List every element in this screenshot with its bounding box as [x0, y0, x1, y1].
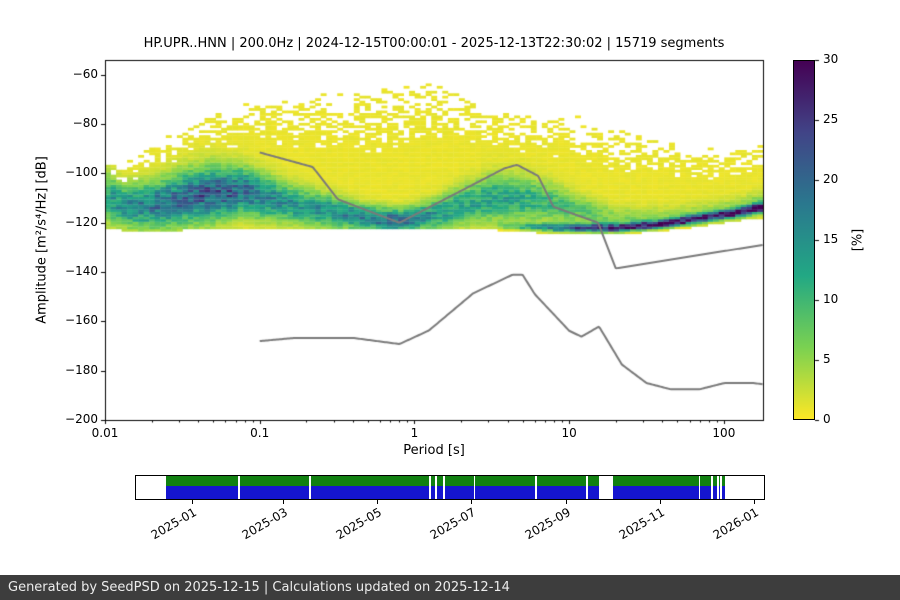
timeline-segment-blue — [718, 486, 721, 499]
timeline-segment-green — [587, 476, 599, 486]
timeline-segment-green — [612, 476, 699, 486]
timeline-tick-mark — [566, 500, 568, 504]
colorbar-label: [%] — [850, 228, 866, 252]
y-tick-label: −80 — [72, 116, 98, 131]
y-tick-label: −120 — [65, 214, 98, 229]
timeline-segment-blue — [712, 486, 718, 499]
timeline-segment-green — [310, 476, 430, 486]
colorbar-tick-label: 15 — [823, 232, 839, 246]
x-tick-label: 0.01 — [91, 426, 119, 440]
timeline-segment-green — [430, 476, 436, 486]
footer-text: Generated by SeedPSD on 2025-12-15 | Cal… — [8, 580, 510, 595]
colorbar-tick-label: 10 — [823, 292, 839, 306]
timeline-segment-green — [718, 476, 721, 486]
timeline-tick-mark — [754, 500, 756, 504]
timeline-segment-blue — [587, 486, 599, 499]
timeline-segment-blue — [310, 486, 430, 499]
timeline-tick-mark — [376, 500, 378, 504]
colorbar-tick-label: 20 — [823, 172, 839, 186]
timeline-segment-blue — [537, 486, 587, 499]
y-axis-label: Amplitude [m²/s⁴/Hz] [dB] — [34, 156, 50, 324]
timeline-tick-mark — [660, 500, 662, 504]
timeline-segment-green — [537, 476, 587, 486]
timeline-segment-green — [239, 476, 310, 486]
timeline-segment-green — [436, 476, 444, 486]
timeline-tick-mark — [470, 500, 472, 504]
x-tick-label: 0.1 — [250, 426, 270, 440]
y-tick-label: −100 — [65, 165, 98, 180]
timeline-segment-green — [444, 476, 474, 486]
colorbar — [793, 60, 815, 420]
timeline-segment-blue — [475, 486, 536, 499]
footer-bar: Generated by SeedPSD on 2025-12-15 | Cal… — [0, 575, 900, 600]
colorbar-tick-label: 5 — [823, 352, 831, 366]
timeline-segment-green — [721, 476, 725, 486]
chart-title: HP.UPR..HNN | 200.0Hz | 2024-12-15T00:00… — [143, 36, 725, 51]
timeline-segment-blue — [700, 486, 712, 499]
y-tick-label: −160 — [65, 313, 98, 328]
timeline-segment-blue — [721, 486, 725, 499]
colorbar-tick-label: 30 — [823, 52, 839, 66]
x-tick-label: 100 — [712, 426, 736, 440]
colorbar-gradient — [794, 61, 814, 419]
x-tick-label: 1 — [410, 426, 419, 440]
timeline-segment-green — [165, 476, 239, 486]
timeline-segment-blue — [239, 486, 310, 499]
timeline-tick-mark — [282, 500, 284, 504]
y-tick-label: −180 — [65, 362, 98, 377]
x-tick-label: 10 — [561, 426, 577, 440]
colorbar-tick-label: 25 — [823, 112, 839, 126]
y-tick-label: −60 — [72, 66, 98, 81]
colorbar-tick-label: 0 — [823, 412, 831, 426]
timeline-segment-blue — [430, 486, 436, 499]
y-tick-label: −200 — [65, 412, 98, 426]
timeline-segment-green — [712, 476, 718, 486]
timeline-tick-mark — [191, 500, 193, 504]
y-tick-label: −140 — [65, 264, 98, 279]
timeline-segment-blue — [612, 486, 699, 499]
timeline-segment-green — [475, 476, 536, 486]
timeline-segment-blue — [436, 486, 444, 499]
timeline-segment-green — [700, 476, 712, 486]
timeline-segment-blue — [165, 486, 239, 499]
timeline-segment-blue — [444, 486, 474, 499]
x-axis-label: Period [s] — [403, 443, 465, 458]
